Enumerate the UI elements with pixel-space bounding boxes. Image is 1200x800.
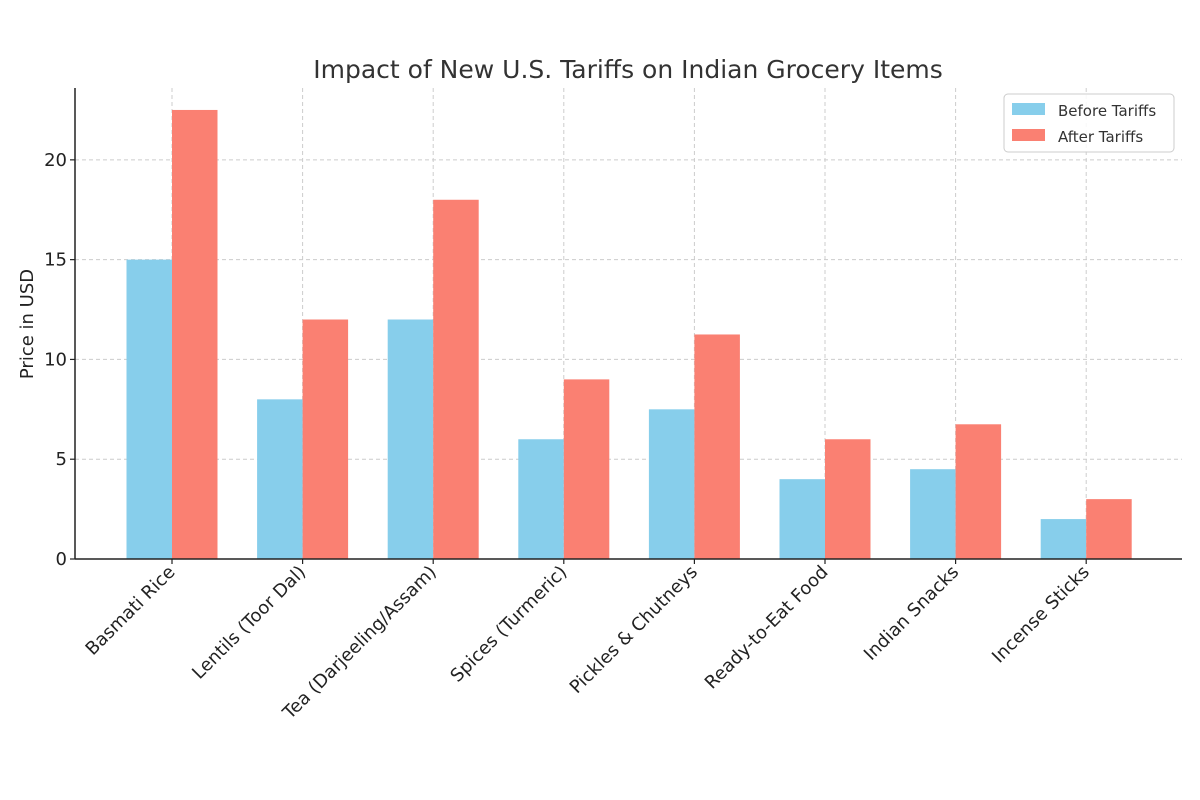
x-tick-label: Indian Snacks: [860, 562, 963, 665]
x-tick-label: Lentils (Toor Dal): [188, 562, 310, 684]
bar-before: [910, 469, 956, 559]
bar-after: [302, 319, 349, 559]
legend-label-after: After Tariffs: [1058, 128, 1143, 146]
bar-before: [518, 439, 564, 559]
legend-frame: [1003, 93, 1175, 153]
bar-after: [172, 109, 218, 559]
legend-swatch-before: [1012, 103, 1045, 115]
bar-after: [694, 334, 740, 559]
x-ticks: Basmati Rice Lentils (Toor Dal)Tea (Darje…: [82, 559, 1094, 724]
grid: [75, 88, 1182, 559]
bars: [126, 109, 1132, 560]
bar-before: [779, 479, 825, 559]
bar-before: [648, 409, 695, 559]
y-tick-label: 5: [56, 449, 67, 470]
bar-after: [563, 379, 610, 559]
y-axis-label: Price in USD: [17, 269, 38, 379]
bar-after: [825, 439, 871, 559]
legend-label-before: Before Tariffs: [1058, 102, 1156, 120]
legend: Before Tariffs After Tariffs: [1003, 93, 1175, 153]
legend-swatch-after: [1012, 129, 1045, 141]
bar-after: [1086, 499, 1132, 559]
bar-before: [257, 399, 303, 559]
bar-after: [433, 199, 479, 560]
axes: [74, 88, 1182, 560]
x-tick-label: Incense Sticks: [988, 562, 1094, 668]
bar-before: [1040, 519, 1087, 559]
chart-title: Impact of New U.S. Tariffs on Indian Gro…: [313, 55, 943, 84]
x-tick-label: Pickles & Chutneys: [566, 562, 702, 698]
x-tick-label: Spices (Turmeric): [446, 562, 571, 687]
y-tick-label: 20: [44, 150, 67, 171]
bar-after: [955, 424, 1002, 559]
y-tick-label: 10: [44, 349, 67, 370]
y-ticks: 0 5 10 15 20: [44, 150, 75, 570]
y-tick-label: 15: [44, 250, 67, 271]
bar-before: [387, 319, 434, 559]
x-tick-label: Basmati Rice: [82, 562, 180, 660]
y-tick-label: 0: [56, 549, 67, 570]
x-tick-label: Tea (Darjeeling/Assam): [278, 562, 440, 724]
x-tick-label: Ready-to-Eat Food: [701, 562, 833, 694]
bar-before: [126, 259, 172, 559]
